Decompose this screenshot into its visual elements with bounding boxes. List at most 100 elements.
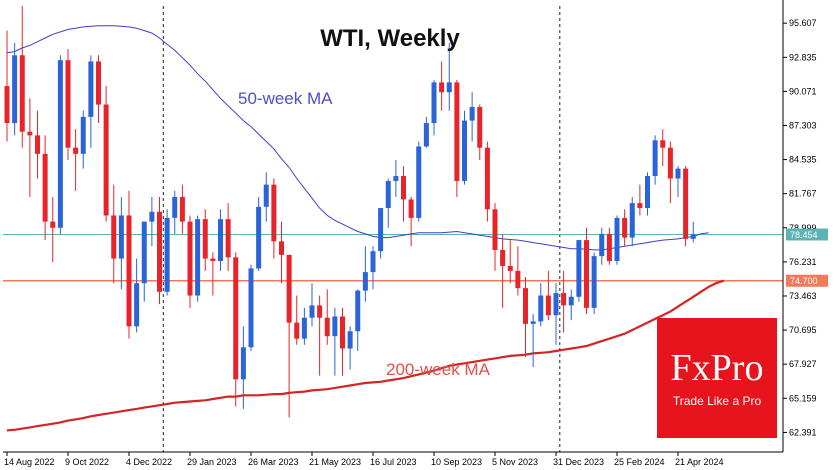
y-tick-label: 78.999 [789,223,817,233]
candle-body [660,140,666,148]
candle [4,30,10,142]
candle [362,246,368,302]
last-price-tag-text: 78.454 [790,230,818,240]
candles-group [4,6,696,418]
candle [118,196,124,290]
candle-body [57,60,63,228]
candle-body [477,107,483,148]
candle-body [423,123,429,147]
candle-body [606,233,612,262]
candle [683,166,689,247]
ma200-label: 200-week MA [386,360,491,379]
candle [538,283,544,327]
candle [484,141,490,222]
candle [202,209,208,271]
ma50-label: 50-week MA [238,89,333,108]
candle [378,208,384,259]
candle [393,160,399,197]
candle [515,246,521,296]
candle-body [233,257,239,380]
plot-frame [3,0,784,453]
candle-body [462,120,467,181]
last-price-tag-box [786,228,828,241]
y-tick-label: 73.463 [789,291,817,301]
candle-body [515,270,521,289]
candle-body [218,219,223,262]
y-tick-label: 65.159 [789,393,817,403]
candle-body [88,61,94,117]
y-tick-label: 87.303 [789,120,817,130]
y-tick-label: 62.391 [789,427,817,437]
candle [645,172,650,216]
candle [187,215,193,308]
candle-body [553,293,559,316]
candle-body [393,176,399,181]
candle-body [492,209,498,250]
candle [507,240,513,284]
candle-body [637,203,643,209]
candle [385,178,391,228]
candle [157,196,162,305]
x-tick-label: 9 Oct 2022 [65,457,109,467]
candle-body [576,240,582,297]
candle-body [500,249,506,266]
candle [561,270,567,333]
candle-body [301,317,307,339]
candle-body [561,293,567,306]
candle-body [210,258,216,262]
candle [370,246,376,290]
candle [545,270,551,321]
candle-body [309,305,315,318]
candle-body [80,116,86,154]
candle [324,289,330,345]
ma200-line [6,279,725,432]
candle [431,79,437,136]
chart-title: WTI, Weekly [320,25,460,52]
candle-body [134,283,140,327]
x-tick-label: 29 Jan 2023 [187,457,237,467]
candle [568,289,574,321]
candle [233,252,239,407]
candle-body [568,296,574,306]
candle [317,295,323,376]
candle-body [164,217,170,292]
candle-body [355,290,361,332]
candle [576,240,582,302]
price-tags: 78.454 74.700 [786,228,828,287]
candle [553,283,559,345]
candle [57,55,63,234]
logo-wordmark: FxPro [670,347,764,389]
x-axis: 14 Aug 2022 9 Oct 2022 4 Dec 2022 29 Jan 20… [4,452,724,467]
candle [263,172,269,222]
candle [454,79,460,197]
x-tick-label: 4 Dec 2022 [126,457,172,467]
y-tick-label: 95.607 [789,18,817,28]
candle-body [149,211,155,222]
candle-body [446,82,452,93]
candle-body [378,208,384,252]
x-tick-label: 5 Nov 2023 [492,457,538,467]
candle [423,116,429,148]
candle-body [126,215,132,327]
candle-body [469,107,475,121]
candle-body [286,254,292,323]
candle-body [370,251,376,273]
candle-body [599,233,605,257]
candle-body [157,211,162,292]
candle-body [614,217,620,262]
x-tick-label: 10 Sep 2023 [431,457,482,467]
candle [240,326,246,409]
candle-body [507,265,513,271]
candle-body [675,168,681,179]
candle [652,135,658,185]
candle [210,252,216,296]
candle [500,233,506,308]
candle-body [225,219,231,258]
level-line-group [3,233,783,282]
candle [73,129,79,191]
candle-body [667,147,673,179]
candle-body [591,256,597,308]
x-tick-label: 21 Apr 2024 [675,457,724,467]
